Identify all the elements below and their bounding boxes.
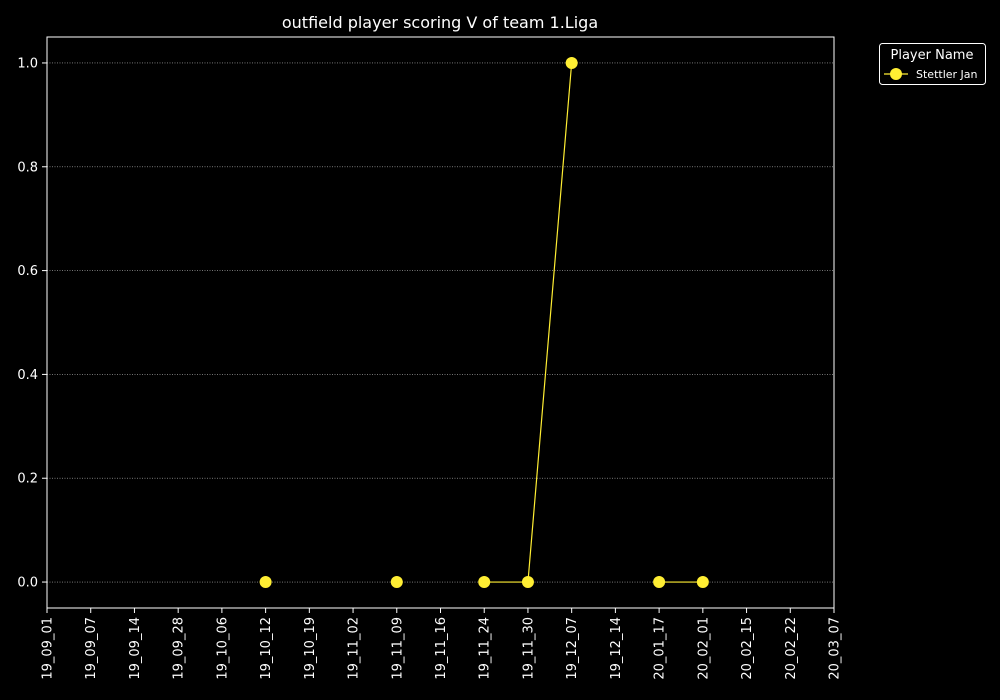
x-tick-label: 19_09_28 [172, 617, 187, 680]
data-point [390, 576, 403, 589]
x-tick-label: 19_10_19 [303, 617, 318, 680]
x-tick-label: 20_02_15 [740, 617, 755, 680]
chart-title: outfield player scoring V of team 1.Liga [282, 13, 598, 32]
x-tick-label: 19_09_14 [128, 617, 143, 680]
legend-entry-label: Stettler Jan [916, 68, 978, 81]
x-tick-label: 19_10_12 [259, 617, 274, 680]
y-axis: 0.0 0.2 0.4 0.6 0.8 1.0 [17, 56, 47, 591]
x-tick-label: 19_12_14 [609, 617, 624, 680]
plot-frame [46, 36, 835, 609]
x-tick-label: 20_01_17 [653, 617, 668, 680]
x-tick-label: 19_11_24 [478, 617, 493, 680]
x-tick-label: 20_03_07 [828, 617, 843, 680]
x-tick-label: 19_11_16 [434, 617, 449, 680]
y-tick-label: 1.0 [17, 56, 38, 71]
x-tick-label: 19_09_07 [84, 617, 99, 680]
x-tick-label: 19_12_07 [565, 617, 580, 680]
data-point [478, 576, 491, 589]
y-tick-label: 0.6 [17, 264, 38, 279]
data-point [696, 576, 709, 589]
x-tick-label: 19_11_02 [347, 617, 362, 680]
x-tick-label: 19_10_06 [215, 617, 230, 680]
x-tick-label: 19_11_30 [521, 617, 536, 680]
y-tick-label: 0.4 [17, 368, 38, 383]
x-tick-label: 20_02_01 [696, 617, 711, 680]
data-point [521, 576, 534, 589]
data-point [653, 576, 666, 589]
y-tick-label: 0.8 [17, 160, 38, 175]
x-axis: 19_09_01 19_09_07 19_09_14 19_09_28 19_10_06… [41, 608, 843, 680]
x-tick-label: 20_02_22 [784, 617, 799, 680]
series-layer [259, 56, 709, 589]
y-tick-label: 0.2 [17, 472, 38, 487]
x-tick-label: 19_11_09 [390, 617, 405, 680]
data-point [565, 56, 578, 69]
data-point [259, 576, 272, 589]
x-tick-label: 19_09_01 [41, 617, 56, 680]
y-tick-label: 0.0 [17, 576, 38, 591]
legend-title: Player Name [891, 48, 974, 63]
grid-lines [47, 62, 834, 583]
series-line [484, 62, 573, 583]
legend: Player Name Stettler Jan [879, 43, 986, 85]
legend-marker-swatch [890, 68, 902, 80]
